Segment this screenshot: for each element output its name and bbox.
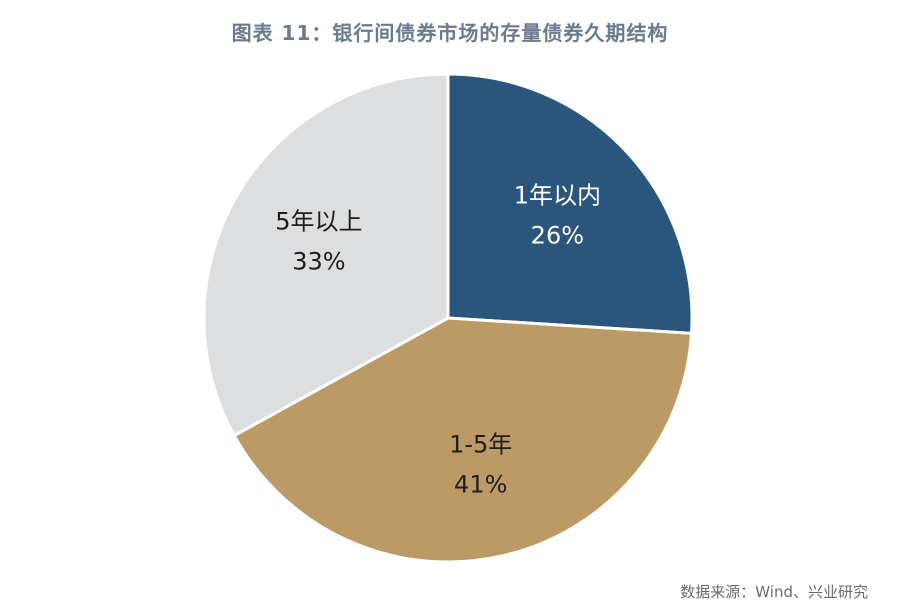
pie-slice (202, 72, 450, 438)
slice-percent-label: 26% (531, 221, 584, 249)
slice-category-label: 1年以内 (514, 181, 601, 209)
slice-category-label: 5年以上 (275, 208, 362, 236)
slice-percent-label: 33% (292, 248, 345, 276)
slice-percent-label: 41% (454, 470, 507, 498)
slice-category-label: 1-5年 (449, 430, 512, 458)
pie-labels: 1年以内 26% 1-5年 41% 5年以上 33% (275, 181, 601, 498)
pie-slice (232, 316, 694, 564)
chart-title: 图表 11：银行间债券市场的存量债券久期结构 (231, 21, 669, 45)
pie-slice (446, 72, 694, 335)
pie-slices (202, 72, 694, 564)
source-note: 数据来源：Wind、兴业研究 (680, 583, 868, 601)
